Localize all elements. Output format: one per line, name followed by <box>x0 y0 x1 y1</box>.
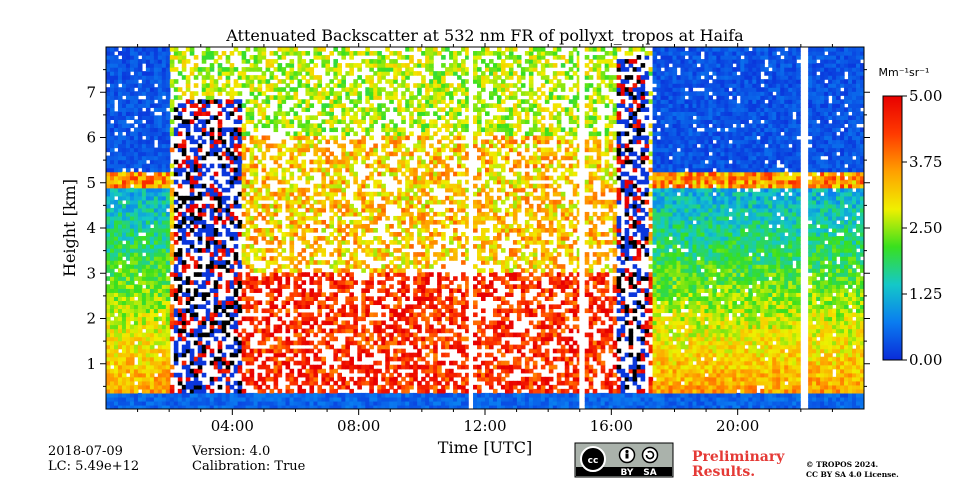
cc-label: cc <box>588 456 599 466</box>
share-alike-icon <box>641 446 659 464</box>
date-text: 2018-07-09 <box>48 444 123 459</box>
data-gap <box>801 47 806 409</box>
colorbar-tick-label: 2.50 <box>909 219 942 237</box>
data-gaps <box>468 47 806 409</box>
y-tick-label: 6 <box>86 129 96 147</box>
x-axis-label: Time [UTC] <box>438 438 532 457</box>
y-tick-label: 7 <box>86 83 96 101</box>
plot-area <box>106 47 864 409</box>
colorbar-tick-label: 0.00 <box>909 351 942 369</box>
y-tick-label: 4 <box>86 219 96 237</box>
version-text: Version: 4.0 <box>191 444 270 459</box>
calibration-text: Calibration: True <box>192 459 306 474</box>
x-tick-label: 16:00 <box>590 417 633 435</box>
data-gap <box>468 47 473 409</box>
preliminary-line2: Results. <box>692 464 755 480</box>
y-ticks: 1 2 3 4 5 6 7 <box>86 69 870 387</box>
colorbar <box>882 95 903 361</box>
backscatter-cells <box>106 47 864 409</box>
copyright-line2: CC BY SA 4.0 License. <box>806 470 899 479</box>
preliminary-line1: Preliminary <box>692 449 785 465</box>
x-tick-label: 12:00 <box>463 417 506 435</box>
y-tick-label: 5 <box>86 174 96 192</box>
lc-text: LC: 5.49e+12 <box>48 459 139 474</box>
copyright-line1: © TROPOS 2024. <box>806 460 878 469</box>
cc-sa-label: SA <box>643 468 656 478</box>
cc-by-label: BY <box>621 468 634 478</box>
y-tick-label: 2 <box>86 310 96 328</box>
x-tick-label: 20:00 <box>716 417 759 435</box>
x-ticks: 04:00 08:00 12:00 16:00 20:00 <box>137 43 833 435</box>
y-axis-label: Height [km] <box>60 179 79 277</box>
y-tick-label: 1 <box>86 355 96 373</box>
colorbar-tick-label: 1.25 <box>909 285 942 303</box>
colorbar-tick-label: 3.75 <box>909 153 942 171</box>
colorbar-unit: Mm⁻¹sr⁻¹ <box>879 66 930 79</box>
chart-title: Attenuated Backscatter at 532 nm FR of p… <box>225 26 744 45</box>
x-tick-label: 08:00 <box>337 417 380 435</box>
data-gap <box>579 47 584 409</box>
cc-logo-icon <box>580 446 606 472</box>
colorbar-tick-label: 5.00 <box>909 87 942 105</box>
colorbar-ticks: 0.00 1.25 2.50 3.75 5.00 <box>902 87 942 369</box>
y-tick-label: 3 <box>86 264 96 282</box>
cc-license-badge: cc BY SA <box>574 442 674 478</box>
x-tick-label: 04:00 <box>211 417 254 435</box>
